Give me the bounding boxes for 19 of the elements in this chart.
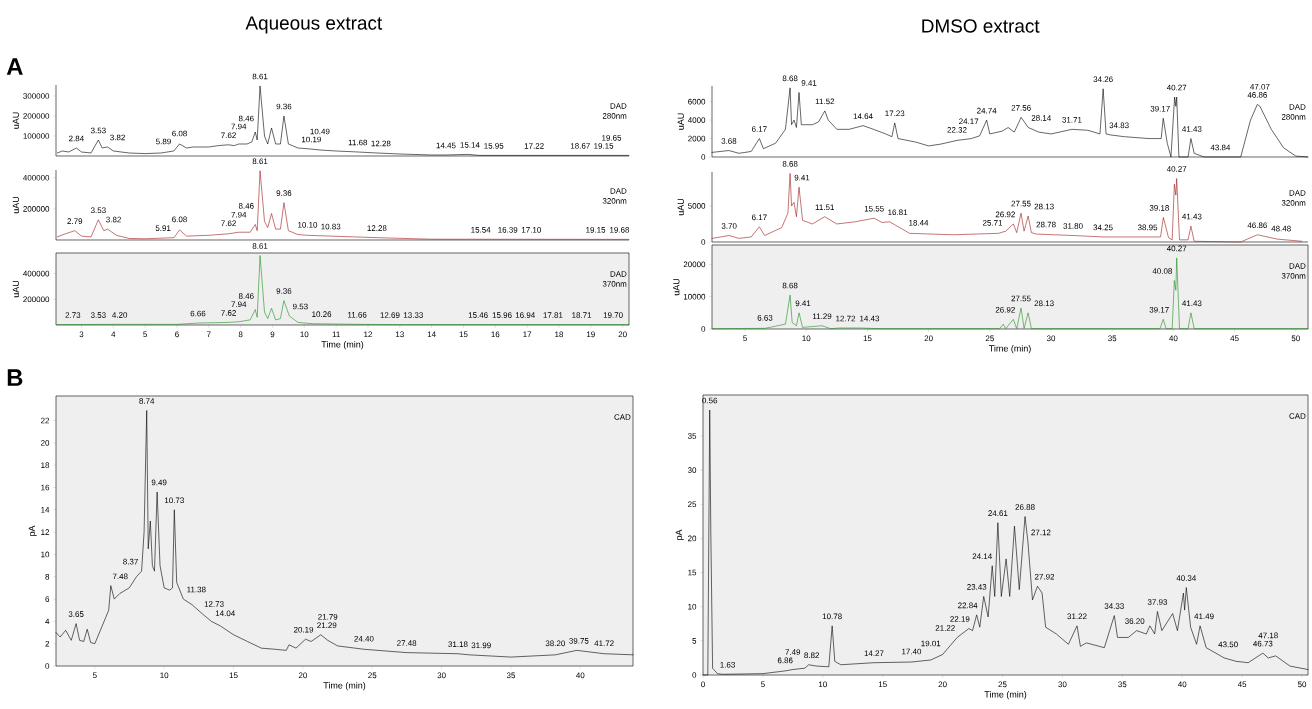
line-series: [56, 170, 630, 240]
y-axis-title: pA: [675, 529, 684, 540]
y-axis-title: uAU: [12, 280, 20, 298]
y-axis-title: uAU: [677, 113, 684, 130]
y-axis-title: uAU: [673, 278, 680, 296]
text: B: [7, 369, 23, 386]
x-axis-title: Time (min): [988, 344, 1031, 354]
line-series: [56, 255, 630, 325]
y-axis-title: pA: [28, 525, 37, 536]
x-axis-title: Time (min): [321, 340, 364, 350]
x-axis-title: Time (min): [323, 682, 366, 691]
chart-title: DMSO extract: [922, 19, 1040, 33]
x-axis-title: Time (min): [984, 691, 1027, 700]
y-axis-title: uAU: [12, 112, 20, 129]
chart-title: Aqueous extract: [245, 16, 383, 34]
y-axis-title: uAU: [677, 198, 684, 216]
line-series: [711, 257, 1309, 329]
y-axis-title: uAU: [12, 196, 20, 214]
text: A: [6, 58, 23, 75]
